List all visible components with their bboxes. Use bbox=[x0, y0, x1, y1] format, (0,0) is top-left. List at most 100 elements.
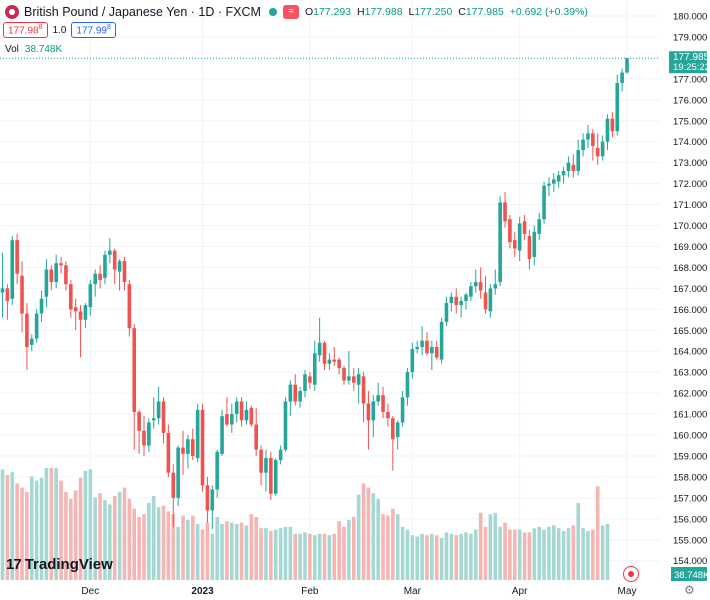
candle-body bbox=[234, 401, 239, 415]
volume-bar bbox=[5, 475, 10, 580]
volume-bar bbox=[361, 483, 366, 580]
spread-value: 1.0 bbox=[52, 24, 67, 36]
time-axis[interactable]: Dec2023FebMarAprMayJun26 bbox=[81, 586, 710, 597]
sell-button[interactable]: 177.988 bbox=[3, 22, 48, 39]
candle-body bbox=[181, 447, 185, 454]
wave-icon[interactable]: ≈ bbox=[282, 5, 299, 19]
candle-body bbox=[161, 401, 166, 433]
volume-bar bbox=[234, 524, 239, 580]
volume-bar bbox=[244, 525, 249, 580]
volume-bar bbox=[117, 491, 122, 580]
price-tick-label: 160.000 bbox=[673, 431, 707, 442]
volume-bar bbox=[508, 529, 512, 580]
volume-bar bbox=[342, 526, 346, 580]
candle-body bbox=[420, 340, 424, 348]
price-tick-label: 172.000 bbox=[673, 179, 707, 190]
candle-body bbox=[620, 72, 624, 84]
buy-price: 177.99 bbox=[76, 25, 107, 37]
volume-bar bbox=[449, 533, 454, 580]
volume-bar bbox=[605, 524, 610, 580]
volume-bar bbox=[132, 508, 137, 580]
candle-body bbox=[532, 231, 537, 257]
candle-body bbox=[239, 401, 244, 421]
volume-bar bbox=[371, 493, 376, 580]
candle-body bbox=[98, 273, 102, 280]
volume-bar bbox=[591, 529, 595, 580]
candle-body bbox=[395, 422, 400, 438]
price-tick-label: 166.000 bbox=[673, 305, 707, 316]
candle-body bbox=[278, 449, 283, 461]
volume-last-badge bbox=[671, 567, 707, 581]
candle-body bbox=[10, 240, 15, 299]
high-label: H bbox=[357, 6, 365, 18]
tradingview-logo[interactable]: 17 TradingView bbox=[6, 556, 113, 573]
candle-body bbox=[137, 411, 141, 431]
candle-body bbox=[459, 300, 463, 306]
time-tick-label: Apr bbox=[512, 586, 528, 597]
candle-body bbox=[342, 367, 346, 381]
candle-body bbox=[64, 265, 68, 285]
candle-body bbox=[371, 401, 376, 421]
candle-body bbox=[488, 288, 493, 312]
candle-body bbox=[591, 133, 595, 146]
market-status-icon[interactable] bbox=[268, 8, 277, 16]
symbol-title[interactable]: British Pound / Japanese Yen · 1D · FXCM bbox=[24, 5, 261, 19]
go-to-realtime-icon[interactable] bbox=[623, 566, 639, 582]
low-value: 177.250 bbox=[414, 6, 453, 18]
last-price-countdown: 19:25:22 bbox=[673, 62, 710, 73]
volume-bar bbox=[600, 525, 605, 580]
price-tick-label: 175.000 bbox=[673, 116, 707, 127]
volume-bar bbox=[127, 498, 132, 580]
candle-body bbox=[454, 296, 459, 306]
candle-body bbox=[410, 349, 415, 373]
volume-bar bbox=[586, 531, 590, 580]
candle-body bbox=[39, 298, 44, 314]
volume-bar bbox=[420, 533, 424, 580]
candle-body bbox=[259, 449, 263, 473]
candle-body bbox=[195, 409, 200, 459]
candle-body bbox=[542, 185, 546, 220]
price-tick-label: 180.000 bbox=[673, 12, 707, 23]
candle-body bbox=[210, 489, 215, 511]
volume-bar bbox=[532, 528, 537, 580]
trade-row: 177.988 1.0 177.998 bbox=[3, 22, 116, 39]
candle-body bbox=[312, 353, 317, 385]
time-tick-label: May bbox=[618, 586, 637, 597]
price-tick-label: 156.000 bbox=[673, 514, 707, 525]
volume-bar bbox=[391, 508, 395, 580]
candle-body bbox=[176, 447, 180, 498]
volume-bar bbox=[88, 469, 93, 580]
candle-body bbox=[69, 284, 73, 310]
volume-bar bbox=[181, 515, 185, 580]
volume-bar bbox=[34, 480, 39, 580]
candle-body bbox=[273, 460, 278, 494]
candle-body bbox=[122, 261, 127, 283]
volume-bar bbox=[400, 526, 405, 580]
volume-bar bbox=[317, 533, 322, 580]
volume-bar bbox=[488, 514, 493, 580]
candle-body bbox=[327, 359, 332, 364]
candle-body bbox=[600, 141, 605, 157]
volume-bar bbox=[288, 526, 293, 580]
volume-bars bbox=[0, 468, 610, 580]
candle-body bbox=[356, 374, 361, 385]
candle-body bbox=[464, 294, 468, 301]
price-tick-label: 179.000 bbox=[673, 32, 707, 43]
volume-bar bbox=[93, 497, 97, 580]
volume-bar bbox=[10, 472, 15, 580]
volume-bar bbox=[351, 517, 356, 580]
volume-bar bbox=[54, 468, 58, 580]
buy-button[interactable]: 177.998 bbox=[71, 22, 116, 39]
candle-body bbox=[54, 263, 58, 283]
volume-bar bbox=[205, 522, 210, 580]
symbol-row: British Pound / Japanese Yen · 1D · FXCM… bbox=[5, 5, 588, 19]
candle-body bbox=[493, 284, 498, 289]
price-tick-label: 167.000 bbox=[673, 284, 707, 295]
candle-body bbox=[449, 296, 454, 304]
candle-body bbox=[351, 376, 356, 383]
candle-body bbox=[151, 418, 156, 421]
settings-gear-icon[interactable]: ⚙ bbox=[684, 583, 695, 597]
candle-body bbox=[561, 171, 566, 176]
price-axis[interactable]: 154.000 155.000 156.000 157.000 158.000 159.0… bbox=[673, 12, 707, 568]
